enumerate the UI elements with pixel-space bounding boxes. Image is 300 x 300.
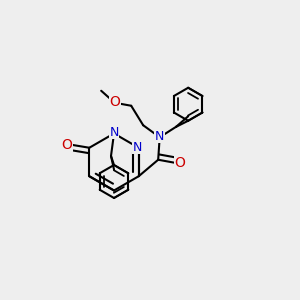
Text: O: O (175, 156, 185, 170)
Text: O: O (61, 138, 72, 152)
Text: N: N (133, 141, 142, 154)
Text: N: N (155, 130, 164, 143)
Text: N: N (109, 126, 119, 139)
Text: O: O (109, 95, 120, 109)
